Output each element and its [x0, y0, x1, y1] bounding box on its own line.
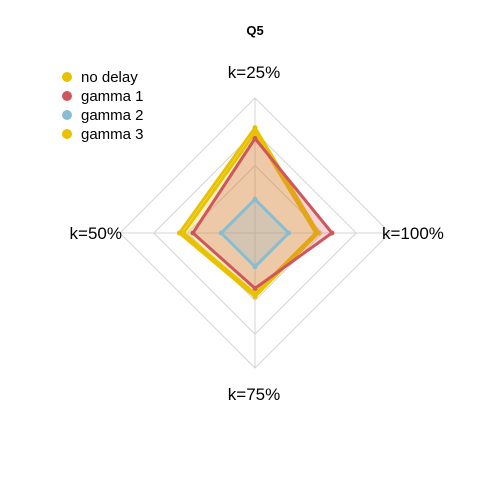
- data-point: [180, 230, 186, 236]
- legend-swatch: [62, 129, 72, 139]
- legend-label: no delay: [81, 69, 138, 86]
- data-point: [286, 230, 292, 236]
- data-point: [252, 291, 258, 297]
- data-point: [190, 230, 196, 236]
- data-point: [176, 230, 182, 236]
- data-point: [218, 230, 224, 236]
- data-point: [252, 196, 258, 202]
- data-point: [252, 125, 258, 131]
- legend: no delay gamma 1 gamma 2 gamma 3: [62, 69, 144, 143]
- axis-label-top: k=25%: [228, 63, 280, 82]
- data-point: [252, 264, 258, 270]
- legend-swatch: [62, 91, 72, 101]
- axis-label-left: k=50%: [70, 224, 122, 243]
- legend-label: gamma 3: [81, 126, 144, 143]
- legend-swatch: [62, 72, 72, 82]
- series-layer: [176, 125, 335, 299]
- axis-label-bottom: k=75%: [228, 385, 280, 404]
- axis-labels: k=25% k=100% k=75% k=50%: [70, 63, 444, 404]
- data-point: [252, 285, 258, 291]
- legend-item: no delay: [62, 69, 138, 86]
- legend-label: gamma 2: [81, 107, 144, 124]
- data-point: [252, 130, 258, 136]
- legend-label: gamma 1: [81, 88, 144, 105]
- radar-grid: [119, 97, 391, 369]
- data-point: [252, 136, 258, 141]
- legend-item: gamma 3: [62, 126, 144, 143]
- legend-swatch: [62, 110, 72, 120]
- data-point: [313, 230, 319, 236]
- legend-item: gamma 1: [62, 88, 144, 105]
- data-point: [329, 230, 335, 236]
- axis-label-right: k=100%: [382, 224, 444, 243]
- series-gamma-1: [190, 136, 335, 291]
- chart-title: Q5: [246, 23, 263, 38]
- series-gamma-2: [218, 196, 292, 270]
- legend-item: gamma 2: [62, 107, 144, 124]
